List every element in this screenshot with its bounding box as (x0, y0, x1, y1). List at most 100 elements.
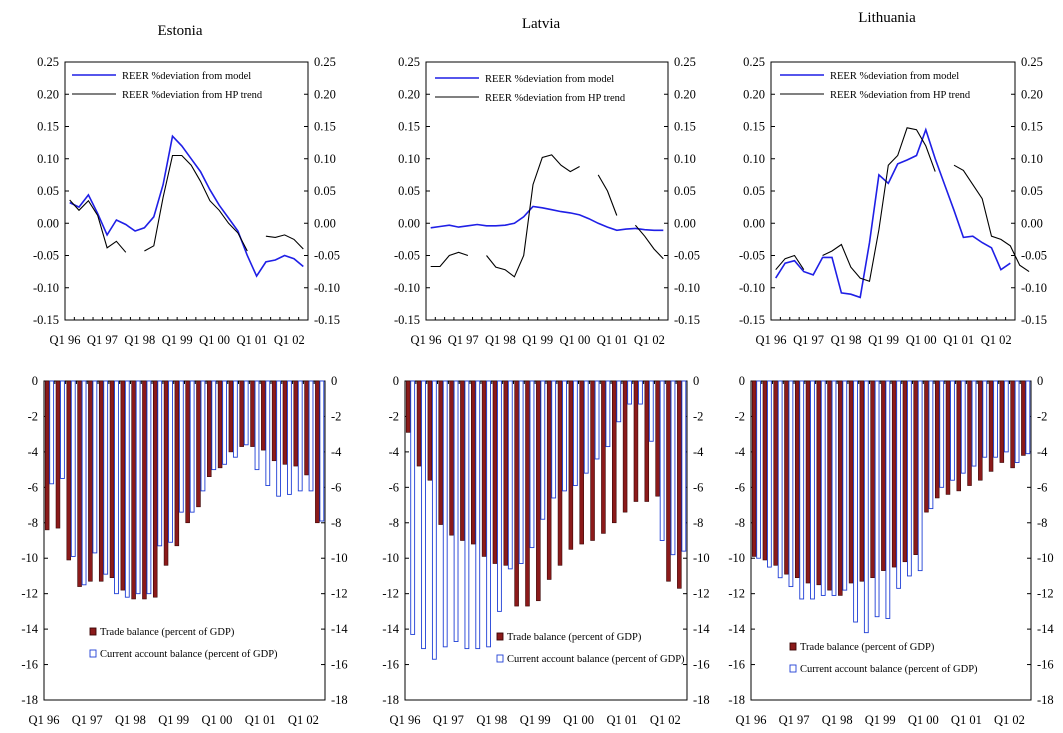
bar-current-account (464, 380, 470, 650)
bar-current-account (562, 380, 567, 492)
legend-label: Trade balance (percent of GDP) (800, 642, 935, 653)
y-tick-label-right: -0.05 (314, 249, 340, 263)
y-tick-label: 0.10 (743, 152, 765, 166)
y-tick-label-right: -4 (331, 445, 342, 459)
bar-trade-balance (109, 380, 115, 579)
bar-trade-balance (481, 380, 487, 557)
x-tick-label: Q1 97 (72, 713, 103, 727)
bar-current-account (287, 380, 292, 495)
bar-trade-balance (416, 380, 422, 467)
series-line-model (69, 134, 304, 278)
y-tick-label-right: -14 (331, 622, 348, 636)
y-tick-label-right: -0.10 (674, 281, 700, 295)
y-tick-label-right: -12 (331, 587, 348, 601)
legend-swatch (496, 632, 504, 641)
y-tick-label-right: -2 (693, 409, 703, 423)
bar-trade-balance (848, 380, 854, 584)
bar-trade-balance (881, 380, 886, 571)
x-tick-label: Q1 98 (476, 713, 507, 727)
y-tick-label: -0.05 (739, 249, 765, 263)
bar-current-account (756, 380, 762, 559)
y-tick-label: -18 (21, 693, 38, 707)
bar-current-account (232, 380, 238, 458)
x-tick-label: Q1 96 (390, 713, 421, 727)
y-tick-label-right: -18 (693, 693, 710, 707)
bar-current-account (638, 380, 643, 405)
bar-current-account (842, 380, 848, 591)
y-tick-label-right: -0.05 (1021, 249, 1047, 263)
y-tick-label: -6 (389, 480, 399, 494)
y-tick-label: -0.05 (33, 249, 59, 263)
bar-current-account (1025, 380, 1031, 455)
chart-panel-5: 0 0 -2 -2 -4 -4 -6 -6 -8 -8 -10 -10 -12 -12 -14 -14 -16 -… (382, 374, 710, 727)
bar-current-account (917, 380, 923, 572)
bar-current-account (222, 380, 227, 465)
bar-current-account (939, 380, 945, 488)
y-tick-label-right: 0.10 (314, 152, 336, 166)
legend-label: REER %deviation from HP trend (122, 90, 263, 101)
x-tick-label: Q1 02 (288, 713, 319, 727)
bar-current-account (583, 380, 589, 474)
bar-current-account (103, 380, 109, 575)
y-tick-label: -0.15 (33, 313, 59, 327)
y-tick-label: 0.05 (398, 184, 420, 198)
legend-label: REER %deviation from HP trend (830, 90, 971, 101)
x-tick-label: Q1 01 (943, 333, 974, 347)
x-tick-label: Q1 98 (822, 713, 853, 727)
y-tick-label: -14 (21, 622, 38, 636)
bar-trade-balance (622, 380, 628, 513)
bar-trade-balance (934, 380, 940, 499)
y-tick-label-right: -16 (331, 658, 348, 672)
y-tick-label: -8 (389, 516, 399, 530)
y-tick-label: -16 (21, 658, 38, 672)
bar-trade-balance (438, 380, 443, 525)
y-tick-label-right: -6 (1037, 480, 1047, 494)
bar-current-account (81, 380, 87, 586)
y-tick-label-right: 0.00 (674, 216, 696, 230)
y-tick-label-right: -0.10 (1021, 281, 1047, 295)
bar-trade-balance (557, 380, 563, 566)
y-tick-label: 0.05 (37, 184, 59, 198)
y-tick-label: -10 (728, 551, 745, 565)
x-tick-label: Q1 00 (559, 333, 590, 347)
bar-current-account (594, 380, 600, 460)
legend-label: Trade balance (percent of GDP) (100, 627, 235, 638)
bar-current-account (475, 380, 481, 650)
bar-current-account (114, 380, 119, 595)
bar-current-account (178, 380, 184, 513)
chart-panel-4: 0 0 -2 -2 -4 -4 -6 -6 -8 -8 -10 -10 -12 -12 -14 -14 -16 -… (21, 374, 348, 727)
y-tick-label: 0 (32, 374, 38, 388)
bar-current-account (799, 380, 805, 600)
bar-current-account (885, 380, 891, 619)
bar-trade-balance (536, 380, 541, 602)
bar-trade-balance (590, 380, 595, 541)
y-tick-label: -0.15 (739, 313, 765, 327)
x-tick-label: Q1 00 (563, 713, 594, 727)
y-tick-label: 0.20 (37, 87, 59, 101)
y-tick-label: -2 (28, 409, 38, 423)
y-tick-label: -0.10 (739, 281, 765, 295)
y-tick-label-right: -8 (693, 516, 703, 530)
bar-current-account (308, 380, 314, 492)
y-tick-label: 0.00 (743, 216, 765, 230)
y-tick-label-right: -8 (331, 516, 341, 530)
bar-current-account (820, 380, 826, 596)
bar-current-account (627, 380, 633, 405)
bar-trade-balance (859, 380, 865, 582)
x-tick-label: Q1 01 (606, 713, 637, 727)
bar-trade-balance (152, 380, 158, 598)
y-tick-label: 0.10 (37, 152, 59, 166)
bar-trade-balance (98, 380, 104, 582)
y-tick-label-right: -10 (1037, 551, 1054, 565)
y-tick-label-right: -6 (693, 480, 703, 494)
bar-trade-balance (196, 380, 201, 508)
series-line-hp-trend (775, 254, 805, 271)
bar-current-account (211, 380, 217, 471)
x-tick-label: Q1 00 (906, 333, 937, 347)
y-tick-label: 0 (393, 374, 399, 388)
x-tick-label: Q1 96 (736, 713, 767, 727)
y-tick-label-right: 0.00 (314, 216, 336, 230)
bar-current-account (874, 380, 880, 618)
bar-trade-balance (805, 380, 811, 584)
bar-trade-balance (666, 380, 671, 582)
